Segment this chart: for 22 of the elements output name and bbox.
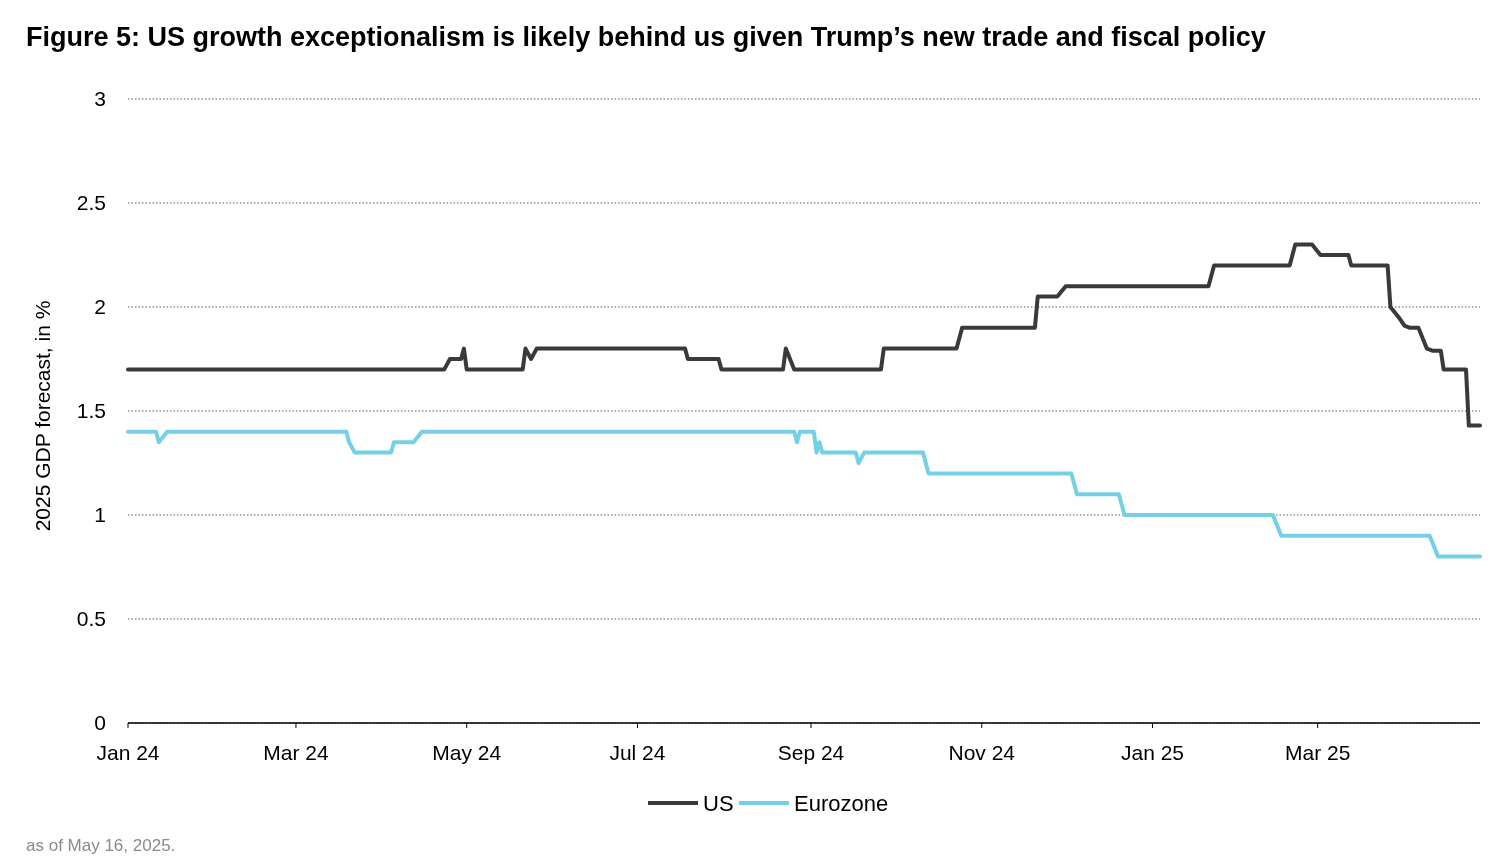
- y-tick-label: 2.5: [76, 191, 106, 215]
- y-tick-label: 2: [94, 295, 106, 319]
- y-tick-label: 0: [94, 711, 106, 735]
- x-tick-label: Mar 25: [1284, 741, 1351, 764]
- y-axis-title: 2025 GDP forecast, in %: [31, 300, 54, 532]
- x-tick-label: Jul 24: [609, 741, 666, 764]
- legend-label: Eurozone: [794, 790, 889, 816]
- x-tick-label: Sep 24: [777, 741, 845, 764]
- x-tick-label: Mar 24: [263, 741, 329, 764]
- line-series: [126, 242, 1482, 428]
- x-tick-label: May 24: [432, 741, 502, 764]
- y-tick-label: 3: [94, 87, 106, 111]
- chart-title: Figure 5: US growth exceptionalism is likely behind us given Trump’s new trade and fiscal policy: [26, 22, 1266, 52]
- legend-label: US: [703, 790, 734, 816]
- x-tick-label: Jan 24: [96, 741, 160, 764]
- y-tick-label: 1.5: [76, 399, 106, 423]
- x-tick-label: Nov 24: [948, 741, 1016, 764]
- y-tick-label: 1: [94, 503, 106, 527]
- line-series: [126, 429, 1482, 559]
- text: as of May 16, 2025.: [26, 836, 176, 855]
- y-tick-label: 0.5: [76, 607, 106, 631]
- x-tick-label: Jan 25: [1120, 741, 1185, 764]
